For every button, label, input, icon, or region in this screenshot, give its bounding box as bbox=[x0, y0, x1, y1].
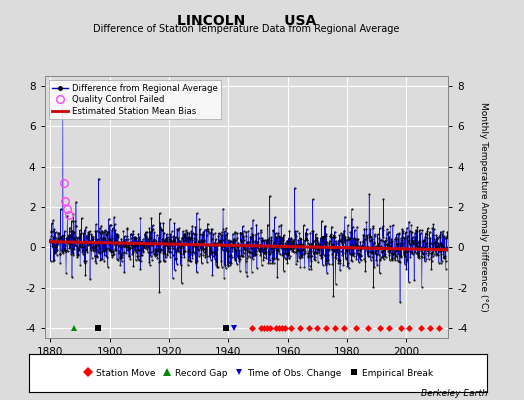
Y-axis label: Monthly Temperature Anomaly Difference (°C): Monthly Temperature Anomaly Difference (… bbox=[478, 102, 487, 312]
Legend: Difference from Regional Average, Quality Control Failed, Estimated Station Mean: Difference from Regional Average, Qualit… bbox=[49, 80, 222, 119]
Legend: Station Move, Record Gap, Time of Obs. Change, Empirical Break: Station Move, Record Gap, Time of Obs. C… bbox=[80, 365, 436, 381]
Text: Difference of Station Temperature Data from Regional Average: Difference of Station Temperature Data f… bbox=[93, 24, 399, 34]
Text: LINCOLN        USA: LINCOLN USA bbox=[177, 14, 316, 28]
Text: Berkeley Earth: Berkeley Earth bbox=[421, 389, 487, 398]
